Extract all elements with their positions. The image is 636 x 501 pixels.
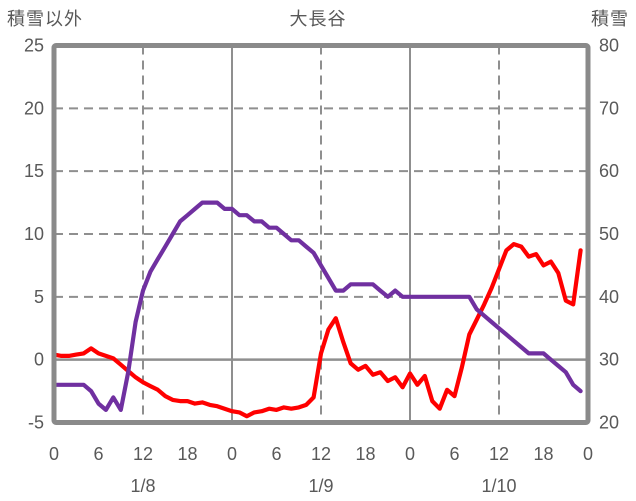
axis-tick-label: 20 (599, 413, 619, 433)
axis-tick-label: 0 (583, 444, 593, 464)
axis-tick-label: 40 (599, 287, 619, 307)
frame (51, 43, 591, 425)
axis-tick-label: -5 (28, 413, 44, 433)
series-other-line (51, 242, 583, 419)
axis-tick-label: 12 (311, 444, 331, 464)
axis-tick-label: 6 (93, 444, 103, 464)
series-path (51, 242, 583, 419)
right-axis-title: 積雪 (591, 9, 629, 29)
axis-tick-label: 15 (24, 161, 44, 181)
chart-title: 大長谷 (289, 9, 347, 29)
right-axis-tick-labels: 20 30 40 50 60 70 80 (599, 36, 619, 433)
axis-tick-label: 70 (599, 98, 619, 118)
axis-tick-label: 6 (271, 444, 281, 464)
axis-tick-label: 60 (599, 161, 619, 181)
left-axis-tick-labels: -5 0 5 10 15 20 25 (24, 36, 44, 433)
axis-tick-label: 0 (34, 350, 44, 370)
axis-tick-label: 18 (533, 444, 553, 464)
series-snow-line (51, 200, 583, 412)
axis-tick-label: 1/9 (308, 476, 333, 496)
axis-tick-label: 18 (355, 444, 375, 464)
axis-tick-label: 12 (133, 444, 153, 464)
axis-tick-label: 6 (449, 444, 459, 464)
axis-tick-label: 1/8 (130, 476, 155, 496)
date-labels: 1/8 1/9 1/10 (130, 476, 516, 496)
axis-tick-label: 1/10 (481, 476, 516, 496)
axis-tick-label: 10 (24, 224, 44, 244)
series-path (51, 200, 583, 412)
axis-tick-label: 0 (405, 444, 415, 464)
axis-tick-label: 18 (177, 444, 197, 464)
axis-tick-label: 0 (49, 444, 59, 464)
axis-tick-label: 50 (599, 224, 619, 244)
axis-tick-label: 80 (599, 36, 619, 56)
hour-tick-labels: 0 6 12 18 0 6 12 18 0 6 12 18 0 (49, 444, 593, 464)
plot-frame (51, 43, 591, 425)
axis-tick-label: 5 (34, 287, 44, 307)
axis-tick-label: 12 (489, 444, 509, 464)
axis-tick-label: 25 (24, 36, 44, 56)
axis-tick-label: 20 (24, 98, 44, 118)
left-axis-title: 積雪以外 (7, 9, 83, 29)
axis-tick-label: 30 (599, 350, 619, 370)
axis-tick-label: 0 (227, 444, 237, 464)
